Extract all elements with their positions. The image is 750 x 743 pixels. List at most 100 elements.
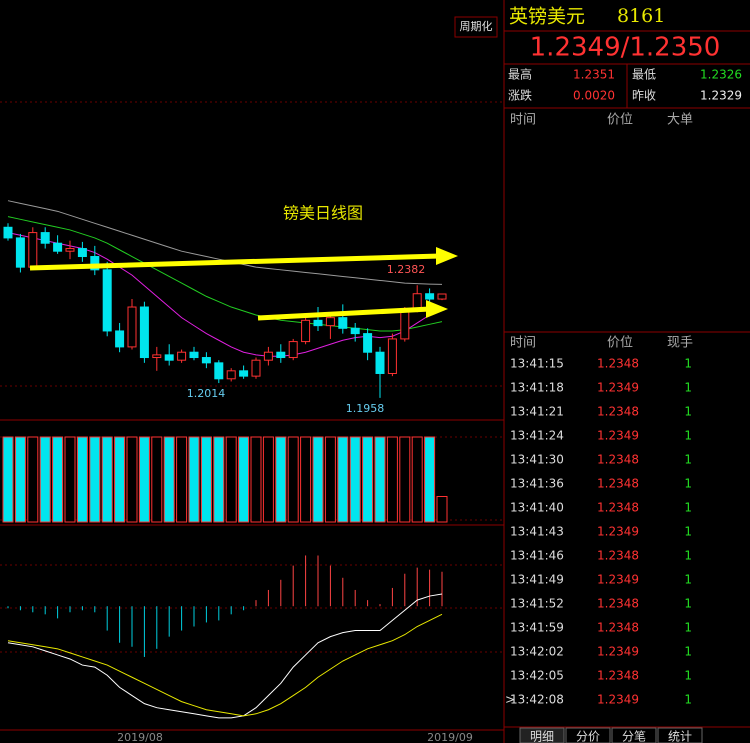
candle-body [437,293,447,300]
tab[interactable] [611,727,657,743]
volume-bar [27,436,39,523]
tab-label[interactable]: 分价 [576,730,600,743]
volume-bar [14,436,26,523]
tick-price: 1.2348 [597,453,639,467]
tick-time: 13:41:52 [510,597,564,611]
tick-time: 13:41:18 [510,381,564,395]
tick-volume: 1 [684,549,692,563]
volume-bar [424,436,436,523]
tab-label[interactable]: 分笔 [622,729,646,743]
arrow [257,306,431,321]
candle-body [102,269,112,332]
candle-body [177,351,187,361]
quote: 1.2349/1.2350 [530,33,721,63]
volume-bar [250,436,262,523]
stat-value: 1.2351 [573,68,615,82]
period-button[interactable]: 周期化 [460,19,493,33]
tick-time: 13:42:05 [510,669,564,683]
candle-body [90,256,100,271]
candle-body [288,341,298,359]
ma-line [7,200,443,285]
tick-price: 1.2348 [597,597,639,611]
volume-bar [225,436,237,523]
arrow [29,253,441,271]
candle-body [338,317,348,329]
candle-body [28,232,38,268]
column-header: 大单 [667,113,693,128]
candle-body [65,248,75,252]
volume-bar [176,436,188,523]
chart-title: 镑美日线图 [283,204,363,223]
tick-price: 1.2348 [597,405,639,419]
volume-bar [262,436,274,523]
x-label: 2019/08 [117,731,163,743]
candle-body [400,309,410,340]
candle-body [139,306,149,359]
tick-price: 1.2349 [597,429,639,443]
candle-body [325,317,335,327]
tab[interactable] [657,727,703,743]
tick-volume: 1 [684,429,692,443]
annotation: 1.1958 [346,402,385,415]
column-header: 时间 [510,336,536,351]
candle-body [189,351,199,359]
tick-price: 1.2349 [597,645,639,659]
tab-label[interactable]: 明细 [530,730,554,743]
ma-line [7,216,443,332]
volume-bar [52,436,64,523]
volume-bar [362,436,374,523]
candle-body [226,370,236,380]
volume-bar [337,436,349,523]
tick-time: 13:41:59 [510,621,564,635]
tick-price: 1.2348 [597,501,639,515]
tick-price: 1.2349 [597,381,639,395]
tick-time: 13:42:02 [510,645,564,659]
tick-time: 13:41:49 [510,573,564,587]
volume-bar [200,436,212,523]
stat-value: 0.0020 [573,89,615,103]
volume-bar [2,436,14,523]
tick-volume: 1 [684,597,692,611]
volume-bar [386,436,398,523]
symbol-code: 8161 [617,5,665,27]
arrow-head [436,247,458,265]
tick-volume: 1 [684,621,692,635]
candle-body [164,354,174,361]
volume-bar [213,436,225,523]
candle-body [127,306,137,348]
tab[interactable] [519,727,565,743]
volume-bar [399,436,411,523]
tick-volume: 1 [684,357,692,371]
volume-bar [188,436,200,523]
column-header: 时间 [510,113,536,128]
tab[interactable] [565,727,611,743]
volume-bar [64,436,76,523]
candle-body [152,354,162,359]
volume-bar [275,436,287,523]
candle-body [387,338,397,374]
candle-body [15,237,25,268]
candle-body [350,327,360,335]
volume-bar [151,436,163,523]
stat-value: 1.2326 [700,68,742,82]
candle-body [276,351,286,359]
tick-time: 13:41:30 [510,453,564,467]
tick-volume: 1 [684,453,692,467]
volume-bar [238,436,250,523]
candle-body [301,319,311,343]
tab-label[interactable]: 统计 [668,730,692,743]
tick-time: 13:42:08 [510,693,564,707]
tick-volume: 1 [684,645,692,659]
stat-label: 昨收 [632,89,656,103]
tick-price: 1.2349 [597,525,639,539]
candle-body [53,242,63,252]
candle-body [313,319,323,327]
volume-bar [312,436,324,523]
tick-volume: 1 [684,573,692,587]
annotation: 1.2382 [387,263,426,276]
volume-bar [349,436,361,523]
candle-body [251,359,261,377]
volume-bar [89,436,101,523]
volume-bar [324,436,336,523]
tick-volume: 1 [684,525,692,539]
